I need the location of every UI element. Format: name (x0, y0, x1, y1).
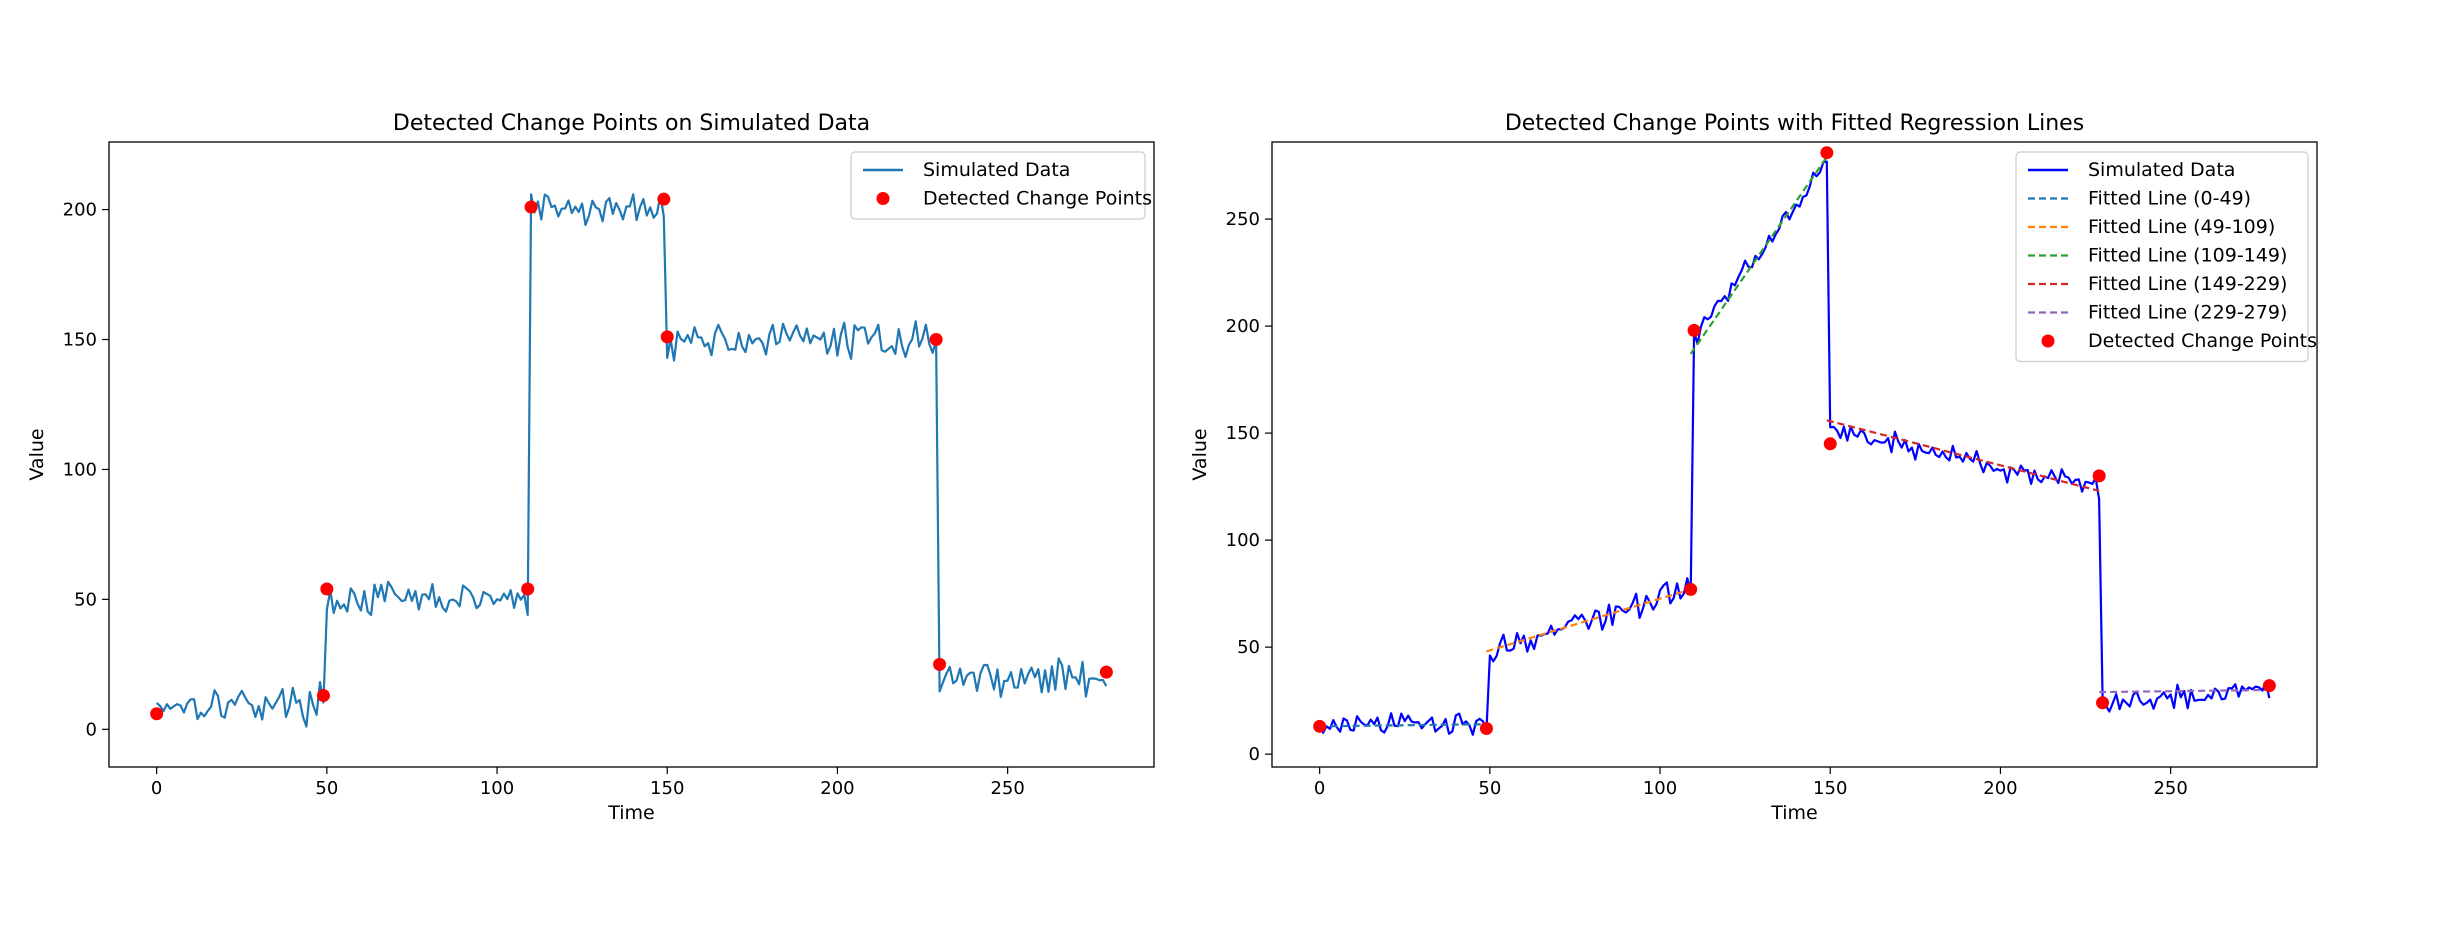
legend-label: Detected Change Points (923, 188, 1152, 210)
x-tick-label: 250 (2153, 778, 2187, 799)
fitted-line-1 (1486, 588, 1692, 653)
legend: Simulated Data Detected Change Points (850, 151, 1152, 220)
x-axis-label: Time (1770, 802, 1818, 824)
simulated-data-line (1318, 160, 2271, 736)
y-tick-label: 50 (1237, 637, 1260, 658)
legend-label: Fitted Line (109-149) (2088, 245, 2287, 267)
x-tick-label: 0 (151, 778, 162, 799)
change-point (929, 333, 943, 347)
change-point (1099, 665, 1113, 679)
fitted-line-3 (1826, 419, 2100, 492)
y-tick-label: 250 (1226, 209, 1260, 230)
y-axis-label: Value (26, 428, 48, 480)
change-point (933, 657, 947, 671)
chart-right-panel: Detected Change Points with Fitted Regre… (1189, 111, 2318, 824)
x-tick-label: 200 (1983, 778, 2017, 799)
fitted-line-0 (1319, 723, 1487, 728)
x-axis-label: Time (607, 802, 655, 824)
y-tick-label: 150 (63, 330, 97, 351)
fitted-line-4 (2099, 688, 2270, 694)
x-tick-label: 200 (820, 778, 854, 799)
change-point (1479, 721, 1493, 735)
legend-label: Simulated Data (923, 159, 1070, 181)
chart-title: Detected Change Points on Simulated Data (393, 111, 870, 136)
x-tick-label: 250 (990, 778, 1024, 799)
change-point (316, 689, 330, 703)
change-point (1313, 719, 1327, 733)
legend-box (2015, 151, 2309, 363)
change-point (320, 582, 334, 596)
legend-label: Fitted Line (49-109) (2088, 216, 2275, 238)
change-point (657, 192, 671, 206)
x-tick-label: 50 (1478, 778, 1501, 799)
plot-frame (1271, 141, 2318, 768)
y-tick-label: 0 (86, 719, 97, 740)
change-point (2096, 696, 2110, 710)
change-point (1684, 582, 1698, 596)
change-point (660, 330, 674, 344)
change-point (2092, 469, 2106, 483)
y-tick-label: 0 (1249, 744, 1260, 765)
change-point (521, 582, 535, 596)
x-tick-label: 50 (315, 778, 338, 799)
simulated-data-line (155, 193, 1108, 728)
y-tick-label: 150 (1226, 423, 1260, 444)
chart-left-panel: Detected Change Points on Simulated Data… (26, 111, 1155, 824)
change-point (2262, 679, 2276, 693)
y-axis-label: Value (1189, 428, 1211, 480)
legend-label: Simulated Data (2088, 159, 2235, 181)
y-tick-label: 100 (1226, 530, 1260, 551)
x-tick-label: 100 (1643, 778, 1677, 799)
x-tick-label: 150 (1813, 778, 1847, 799)
y-tick-label: 100 (63, 459, 97, 480)
change-point (1823, 437, 1837, 451)
y-tick-label: 50 (74, 589, 97, 610)
change-point (1687, 323, 1701, 337)
y-tick-label: 200 (1226, 316, 1260, 337)
y-tick-label: 200 (63, 200, 97, 221)
legend-label: Detected Change Points (2088, 330, 2317, 352)
fitted-line-2 (1689, 156, 1828, 355)
legend-marker-change-points (2041, 334, 2055, 348)
plot-frame (108, 141, 1155, 768)
change-point (1820, 146, 1834, 160)
legend: Simulated Data Fitted Line (0-49) Fitted L… (2015, 151, 2317, 363)
legend-label: Fitted Line (229-279) (2088, 302, 2287, 324)
x-tick-label: 0 (1314, 778, 1325, 799)
legend-label: Fitted Line (149-229) (2088, 273, 2287, 295)
legend-label: Fitted Line (0-49) (2088, 188, 2251, 210)
x-tick-label: 150 (650, 778, 684, 799)
chart-title: Detected Change Points with Fitted Regre… (1505, 111, 2084, 136)
legend-box (850, 151, 1146, 220)
change-point (524, 200, 538, 214)
change-point (150, 707, 164, 721)
x-tick-label: 100 (480, 778, 514, 799)
legend-marker-change-points (876, 192, 890, 205)
